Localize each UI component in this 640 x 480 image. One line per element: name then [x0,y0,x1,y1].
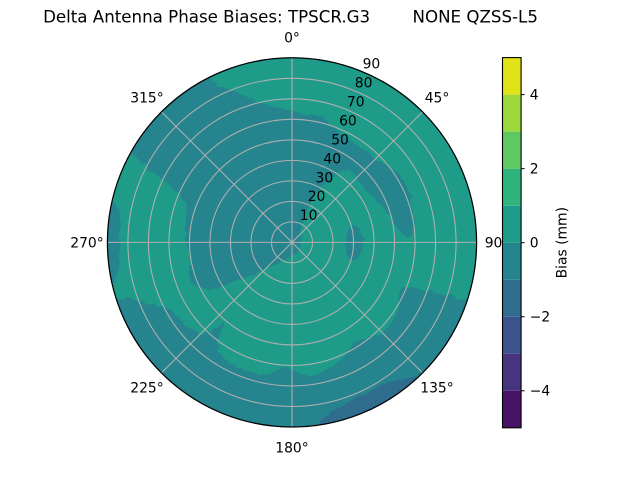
colorbar-band-1-2 [502,168,522,206]
radial-tick-labels: 10 20 30 40 50 60 70 80 90 [300,57,380,225]
colorbar-band-2-3 [502,131,522,169]
colorbar: −4 −2 0 2 4 Bias (mm) [501,57,570,429]
r-tick-label-50: 50 [331,132,349,148]
grid-spoke-315 [161,111,293,243]
r-tick-label-20: 20 [308,189,326,205]
chart-title: Delta Antenna Phase Biases: TPSCR.G3 NON… [43,7,538,26]
theta-tick-label-0: 0° [284,30,300,46]
colorbar-band-3-4 [502,94,522,132]
theta-tick-label-315: 315° [130,90,163,106]
polar-grid-layer [106,57,478,428]
polar-outline [106,57,478,428]
grid-spoke-225 [161,242,293,374]
theta-tick-label-135: 135° [420,380,453,396]
colorbar-band--5--4 [502,390,522,428]
r-tick-label-80: 80 [355,76,373,92]
colorbar-band--3--2 [502,316,522,354]
colorbar-axis-label: Bias (mm) [554,207,570,278]
theta-tick-label-45: 45° [425,90,450,106]
colorbar-band--2--1 [502,279,522,317]
theta-tick-label-225: 225° [130,380,163,396]
grid-spoke-45 [291,111,423,243]
colorbar-tick-label-2: 2 [530,162,539,178]
colorbar-band-4-5 [502,57,522,95]
colorbar-band--1-0 [502,242,522,280]
colorbar-band--4--3 [502,353,522,391]
grid-spoke-135 [291,242,423,374]
r-tick-label-90: 90 [363,57,381,73]
r-tick-label-70: 70 [347,95,365,111]
colorbar-tick-label--2: −2 [530,310,550,326]
r-tick-label-30: 30 [316,170,334,186]
colorbar-band-0-1 [502,205,522,243]
colorbar-tick-label--4: −4 [530,384,551,400]
r-tick-label-10: 10 [300,208,318,224]
theta-tick-label-270: 270° [70,235,103,251]
colorbar-tick-label-4: 4 [530,88,539,104]
r-tick-label-40: 40 [323,151,341,167]
contour-region-southeast-deep-spot [317,376,418,426]
theta-tick-label-180: 180° [275,440,308,456]
r-tick-label-60: 60 [339,113,357,129]
colorbar-tick-label-0: 0 [530,236,539,252]
